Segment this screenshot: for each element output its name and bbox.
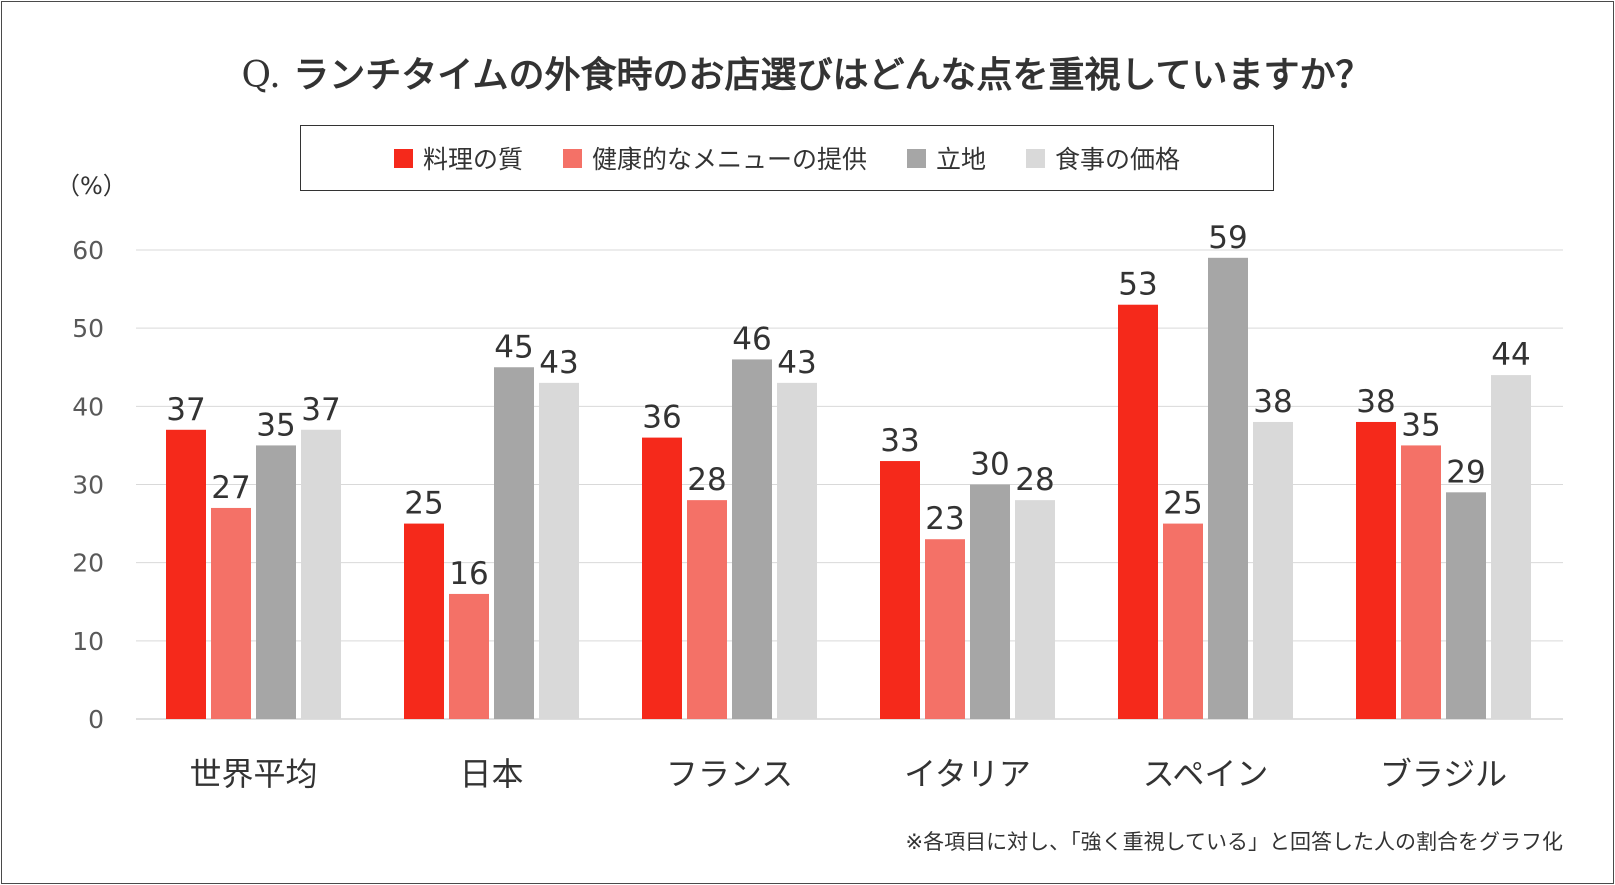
y-tick-label: 0 <box>88 705 104 734</box>
title-text: ランチタイムの外食時のお店選びはどんな点を重視していますか？ <box>293 55 1372 96</box>
bar <box>970 484 1010 719</box>
y-axis-ticks: 0 10 20 30 40 50 60 <box>72 236 104 734</box>
legend-label: 食事の価格 <box>1055 145 1181 174</box>
title-prefix: Q. <box>241 55 281 96</box>
bar <box>642 437 682 719</box>
data-label: 37 <box>166 392 205 428</box>
legend-label: 立地 <box>936 145 987 174</box>
bar <box>1446 492 1486 719</box>
legend-swatch <box>907 148 926 168</box>
bar <box>1253 421 1293 719</box>
data-label: 43 <box>777 345 816 381</box>
bar <box>211 507 251 719</box>
x-category-label: フランス <box>666 755 793 793</box>
bar <box>777 382 817 719</box>
bar <box>732 359 772 719</box>
bar <box>1118 304 1158 719</box>
y-tick-label: 10 <box>72 627 104 656</box>
gridlines <box>136 249 1563 720</box>
legend-swatch <box>562 148 582 168</box>
x-category-label: イタリア <box>904 755 1031 793</box>
data-label: 44 <box>1491 337 1530 373</box>
y-axis-unit-label: （%） <box>56 172 127 200</box>
x-axis-ticks: 世界平均 日本 フランス イタリア スペイン ブラジル <box>189 755 1507 793</box>
y-tick-label: 60 <box>72 236 104 265</box>
data-label: 53 <box>1118 267 1157 303</box>
data-label: 36 <box>642 400 681 436</box>
bar <box>1401 445 1441 719</box>
x-category-label: スペイン <box>1143 755 1269 793</box>
bar <box>925 539 965 719</box>
bar <box>256 445 296 719</box>
y-tick-label: 20 <box>72 549 104 578</box>
data-label: 23 <box>925 501 964 537</box>
bar <box>880 461 920 719</box>
legend: 料理の質 健康的なメニューの提供 立地 食事の価格 <box>300 125 1274 191</box>
data-label: 28 <box>1015 462 1054 498</box>
legend-swatch <box>1026 148 1046 168</box>
bar <box>539 382 579 719</box>
bar <box>1163 523 1203 719</box>
data-label: 25 <box>404 486 443 522</box>
data-label: 46 <box>732 321 771 357</box>
y-tick-label: 40 <box>72 392 104 421</box>
bar <box>1356 421 1396 719</box>
data-label: 16 <box>449 556 488 592</box>
data-label: 43 <box>539 345 578 381</box>
data-label: 59 <box>1208 220 1247 256</box>
data-label: 35 <box>256 407 295 443</box>
data-label: 45 <box>494 329 533 365</box>
bar <box>1208 257 1248 719</box>
data-label: 27 <box>211 470 250 506</box>
bar <box>404 523 444 719</box>
legend-label: 料理の質 <box>422 145 523 174</box>
chart-title: Q. ランチタイムの外食時のお店選びはどんな点を重視していますか？ <box>0 46 1613 98</box>
legend-item: 健康的なメニューの提供 <box>562 140 867 176</box>
bar <box>1015 500 1055 719</box>
bar <box>166 429 206 719</box>
bar <box>1491 375 1531 719</box>
bar <box>494 367 534 719</box>
data-label: 25 <box>1163 486 1202 522</box>
data-label: 29 <box>1446 454 1485 490</box>
x-category-label: 日本 <box>459 755 523 793</box>
data-label: 33 <box>880 423 919 459</box>
data-label: 28 <box>687 462 726 498</box>
y-tick-label: 50 <box>72 314 104 343</box>
data-label: 35 <box>1401 407 1440 443</box>
legend-item: 食事の価格 <box>1026 140 1180 176</box>
data-label: 30 <box>970 447 1009 483</box>
legend-label: 健康的なメニューの提供 <box>591 145 867 174</box>
data-label: 38 <box>1253 384 1292 420</box>
data-label: 38 <box>1356 384 1395 420</box>
x-category-label: 世界平均 <box>189 755 317 793</box>
y-tick-label: 30 <box>72 471 104 500</box>
footnote: ※各項目に対し、「強く重視している」と回答した人の割合をグラフ化 <box>905 830 1563 854</box>
legend-item: 料理の質 <box>393 140 523 176</box>
x-category-label: ブラジル <box>1380 755 1507 793</box>
bars <box>166 257 1531 719</box>
bar <box>687 500 727 719</box>
bar <box>449 593 489 719</box>
legend-item: 立地 <box>907 140 986 176</box>
legend-swatch <box>393 148 413 168</box>
data-label: 37 <box>301 392 340 428</box>
bar <box>301 429 341 719</box>
